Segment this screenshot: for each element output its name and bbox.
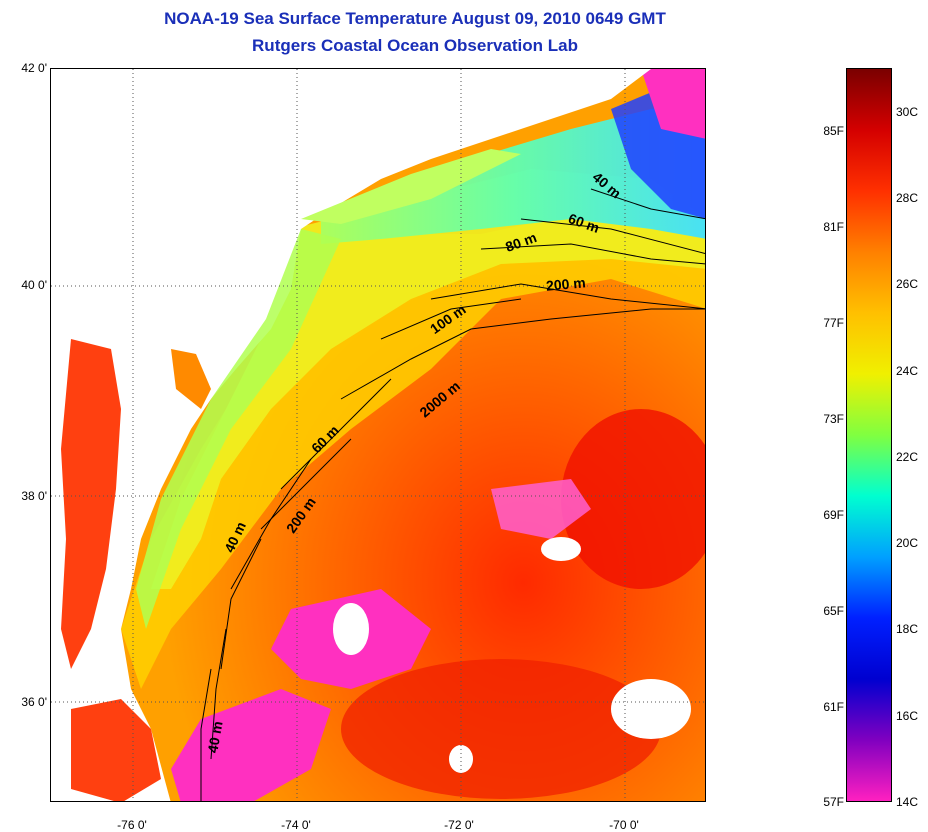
colorbar-label-30c: 30C <box>896 105 919 119</box>
colorbar-label-61f: 61F <box>823 700 844 714</box>
colorbar-label-85f: 85F <box>823 124 844 138</box>
cloud-patch-north <box>641 69 705 139</box>
colorbar-label-57f: 57F <box>823 795 844 809</box>
colorbar-label-16c: 16C <box>896 709 919 723</box>
sst-map: 40 m 60 m 80 m 200 m 100 m 2000 m 60 m 2… <box>50 68 706 802</box>
colorbar-label-26c: 26C <box>896 277 919 291</box>
pamlico-sound <box>71 699 161 801</box>
lon-label-70: -70 0' <box>609 818 639 832</box>
delaware-bay <box>171 349 211 409</box>
lat-label-36: 36 0' <box>21 695 47 709</box>
data-gap-4 <box>449 745 473 773</box>
cloud-patch-2 <box>171 689 331 801</box>
lon-label-72: -72 0' <box>444 818 474 832</box>
lon-label-74: -74 0' <box>281 818 311 832</box>
data-gap-1 <box>333 603 369 655</box>
data-gap-2 <box>541 537 581 561</box>
lat-label-42: 42 0' <box>21 61 47 75</box>
warm-core <box>561 409 705 589</box>
lon-label-76: -76 0' <box>117 818 147 832</box>
colorbar-label-65f: 65F <box>823 604 844 618</box>
gulf-stream-warm <box>341 659 661 799</box>
temperature-colorbar <box>846 68 892 802</box>
colorbar-label-24c: 24C <box>896 364 919 378</box>
data-gap-3 <box>611 679 691 739</box>
map-title: NOAA-19 Sea Surface Temperature August 0… <box>164 9 666 28</box>
land-new-england <box>51 69 651 229</box>
long-island-sound <box>301 149 521 224</box>
colorbar-label-22c: 22C <box>896 450 919 464</box>
map-subtitle: Rutgers Coastal Ocean Observation Lab <box>252 36 578 55</box>
nearshore-upwelling <box>136 229 341 629</box>
northern-cool-water <box>321 99 705 244</box>
colorbar-label-14c: 14C <box>896 795 919 809</box>
colorbar-label-20c: 20C <box>896 536 919 550</box>
colorbar-label-28c: 28C <box>896 191 919 205</box>
graticule <box>51 69 705 801</box>
bathymetry-contours <box>200 188 705 801</box>
colorbar-label-69f: 69F <box>823 508 844 522</box>
cloud-patch-3 <box>491 479 591 539</box>
sst-map-svg <box>51 69 705 801</box>
chesapeake-bay <box>61 339 121 669</box>
lat-label-38: 38 0' <box>21 489 47 503</box>
colorbar-label-73f: 73F <box>823 412 844 426</box>
colorbar-label-77f: 77F <box>823 316 844 330</box>
lat-label-40: 40 0' <box>21 278 47 292</box>
colorbar-label-18c: 18C <box>896 622 919 636</box>
colorbar-label-81f: 81F <box>823 220 844 234</box>
